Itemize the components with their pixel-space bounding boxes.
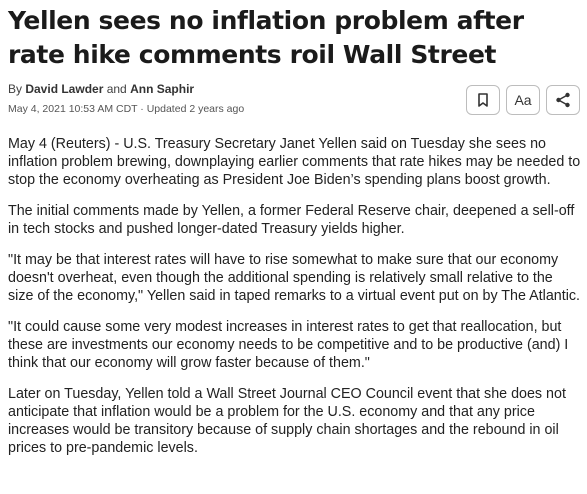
article-paragraph: "It could cause some very modest increas… [8, 319, 569, 371]
article-toolbar: Aa [466, 85, 580, 115]
article-paragraph: "It may be that interest rates will have… [8, 252, 580, 304]
byline-prefix: By [8, 82, 26, 96]
text-size-label: Aa [514, 92, 532, 108]
author-link-2[interactable]: Ann Saphir [130, 82, 195, 96]
article-headline: Yellen sees no inflation problem after r… [8, 6, 524, 69]
text-size-button[interactable]: Aa [506, 85, 540, 115]
dateline: May 4, 2021 10:53 AM CDT · Updated 2 yea… [8, 103, 245, 115]
byline: By David Lawder and Ann Saphir [8, 82, 194, 96]
article-paragraph: Later on Tuesday, Yellen told a Wall Str… [8, 386, 566, 456]
byline-and: and [103, 82, 131, 96]
article-body: May 4 (Reuters) - U.S. Treasury Secretar… [8, 135, 582, 470]
bookmark-icon [478, 93, 488, 107]
author-link-1[interactable]: David Lawder [25, 82, 104, 96]
article-paragraph: The initial comments made by Yellen, a f… [8, 203, 575, 237]
article-paragraph: May 4 (Reuters) - U.S. Treasury Secretar… [8, 136, 581, 188]
bookmark-button[interactable] [466, 85, 500, 115]
share-icon [556, 92, 570, 108]
share-button[interactable] [546, 85, 580, 115]
